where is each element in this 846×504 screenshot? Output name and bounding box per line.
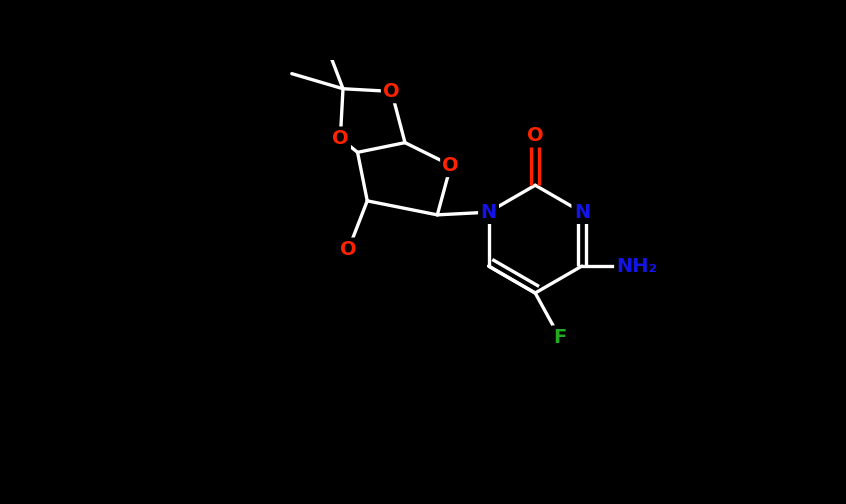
Text: O: O	[332, 129, 349, 148]
Text: NH₂: NH₂	[617, 257, 657, 276]
Text: O: O	[527, 126, 543, 145]
Text: O: O	[340, 240, 357, 259]
Text: N: N	[574, 203, 590, 222]
Text: O: O	[383, 82, 400, 101]
Text: F: F	[552, 328, 566, 347]
Text: N: N	[481, 203, 497, 222]
Text: O: O	[442, 156, 459, 175]
